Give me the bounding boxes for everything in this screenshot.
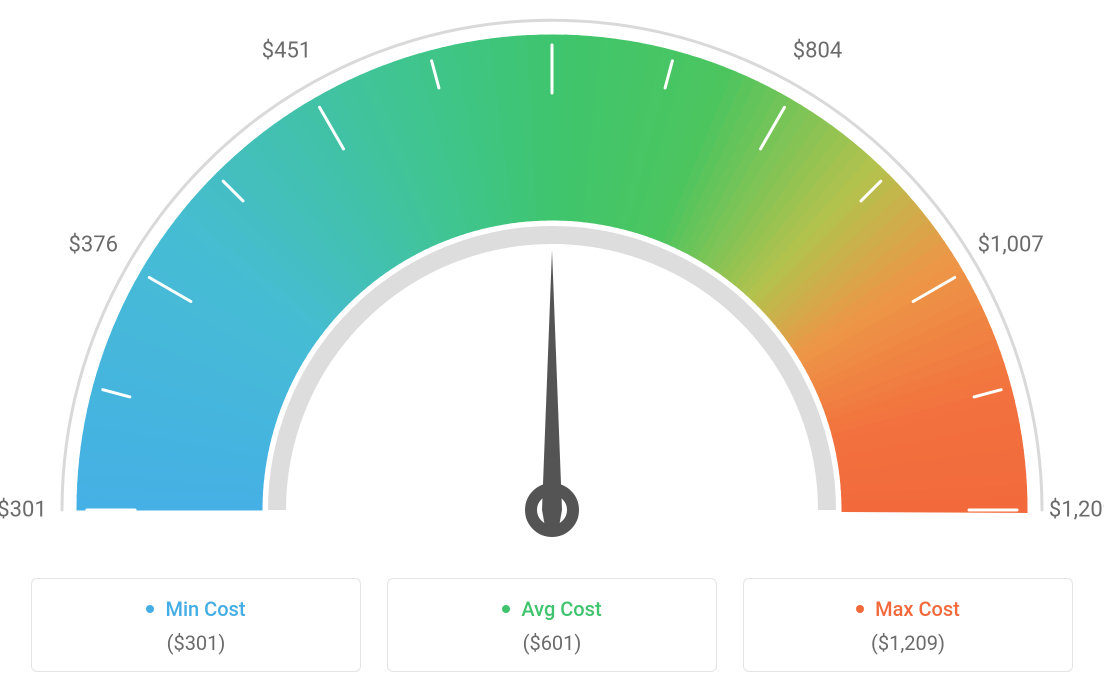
gauge-scale-label: $301 xyxy=(0,498,47,523)
legend-title-min: Min Cost xyxy=(42,597,350,621)
legend-title-max: Max Cost xyxy=(754,597,1062,621)
gauge-scale-label: $804 xyxy=(793,39,842,64)
legend-card-max: Max Cost ($1,209) xyxy=(743,578,1073,672)
dot-icon xyxy=(856,605,864,613)
legend-title-avg: Avg Cost xyxy=(398,597,706,621)
gauge-scale-label: $1,007 xyxy=(978,232,1044,257)
gauge-scale-label: $1,209 xyxy=(1049,498,1104,523)
gauge-chart: $301$376$451$601$804$1,007$1,209 xyxy=(0,0,1104,560)
dot-icon xyxy=(502,605,510,613)
gauge-svg xyxy=(0,0,1104,560)
legend-card-avg: Avg Cost ($601) xyxy=(387,578,717,672)
legend-card-min: Min Cost ($301) xyxy=(31,578,361,672)
legend-value-min: ($301) xyxy=(42,631,350,655)
dot-icon xyxy=(146,605,154,613)
legend-value-max: ($1,209) xyxy=(754,631,1062,655)
gauge-scale-label: $451 xyxy=(262,39,311,64)
legend-value-avg: ($601) xyxy=(398,631,706,655)
legend-label: Max Cost xyxy=(875,597,960,621)
gauge-scale-label: $376 xyxy=(69,232,118,257)
legend-label: Avg Cost xyxy=(521,597,601,621)
legend-row: Min Cost ($301) Avg Cost ($601) Max Cost… xyxy=(0,578,1104,672)
legend-label: Min Cost xyxy=(165,597,245,621)
